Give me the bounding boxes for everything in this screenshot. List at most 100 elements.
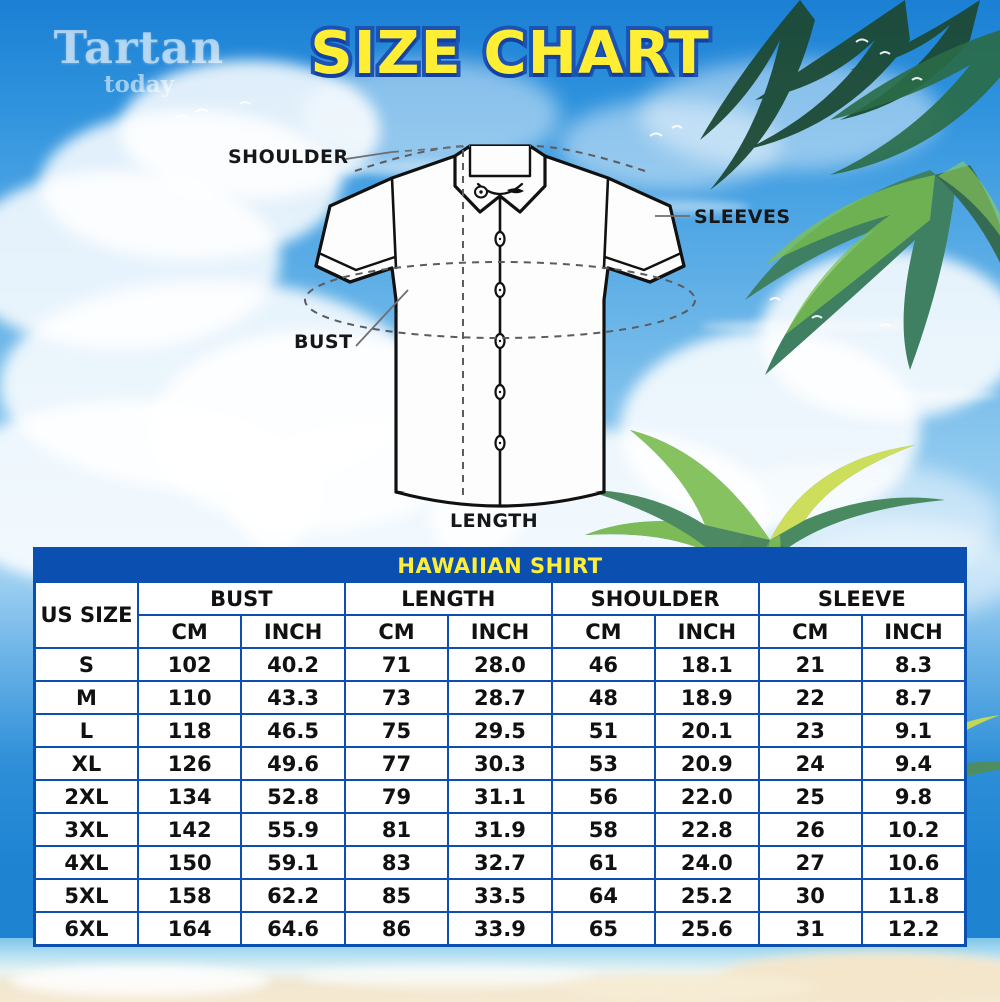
cell-shoulder_in: 25.6 (654, 911, 760, 947)
cell-size: L (33, 713, 139, 748)
cell-shoulder_cm: 48 (550, 680, 657, 715)
cell-shoulder_cm: 46 (550, 647, 657, 682)
cell-length_cm: 86 (343, 911, 450, 947)
sand (560, 974, 820, 1000)
cell-length_cm: 81 (343, 812, 450, 847)
unit-bust-cm: CM (136, 614, 243, 649)
cell-bust_cm: 118 (136, 713, 243, 748)
unit-shoulder-cm: CM (550, 614, 657, 649)
cell-bust_cm: 158 (136, 878, 243, 913)
cell-sleeve_in: 9.8 (861, 779, 967, 814)
cell-length_in: 28.7 (447, 680, 553, 715)
cell-length_in: 29.5 (447, 713, 553, 748)
table-row: 4XL 150 59.1 83 32.7 61 24.0 27 10.6 (33, 845, 967, 880)
cell-length_cm: 77 (343, 746, 450, 781)
col-header-us-size: US SIZE (33, 581, 139, 649)
cell-length_cm: 71 (343, 647, 450, 682)
unit-sleeve-inch: INCH (861, 614, 967, 649)
cell-shoulder_in: 25.2 (654, 878, 760, 913)
cell-bust_in: 64.6 (240, 911, 346, 947)
cell-length_in: 31.9 (447, 812, 553, 847)
cell-size: XL (33, 746, 139, 781)
cell-bust_cm: 110 (136, 680, 243, 715)
cell-size: M (33, 680, 139, 715)
cell-bust_in: 49.6 (240, 746, 346, 781)
cell-size: 4XL (33, 845, 139, 880)
table-row: 3XL 142 55.9 81 31.9 58 22.8 26 10.2 (33, 812, 967, 847)
cell-sleeve_in: 9.1 (861, 713, 967, 748)
cell-length_in: 30.3 (447, 746, 553, 781)
cell-shoulder_cm: 65 (550, 911, 657, 947)
cell-bust_in: 46.5 (240, 713, 346, 748)
cell-bust_in: 59.1 (240, 845, 346, 880)
cell-sleeve_cm: 25 (757, 779, 864, 814)
size-table-container: HAWAIIAN SHIRT US SIZE BUST LENGTH SHOUL… (33, 547, 967, 947)
cell-sleeve_cm: 31 (757, 911, 864, 947)
cell-length_cm: 79 (343, 779, 450, 814)
cell-size: S (33, 647, 139, 682)
cloud-wisp (820, 390, 1000, 400)
cell-sleeve_in: 12.2 (861, 911, 967, 947)
col-group-sleeve: SLEEVE (757, 581, 967, 616)
cell-sleeve_cm: 22 (757, 680, 864, 715)
cell-sleeve_cm: 24 (757, 746, 864, 781)
cell-shoulder_in: 18.9 (654, 680, 760, 715)
table-row: S 102 40.2 71 28.0 46 18.1 21 8.3 (33, 647, 967, 682)
cell-shoulder_in: 20.9 (654, 746, 760, 781)
col-group-shoulder: SHOULDER (550, 581, 760, 616)
cell-shoulder_cm: 61 (550, 845, 657, 880)
cell-sleeve_cm: 30 (757, 878, 864, 913)
cell-shoulder_cm: 64 (550, 878, 657, 913)
shirt-diagram (304, 144, 696, 508)
cell-length_in: 33.9 (447, 911, 553, 947)
table-group-header-row: US SIZE BUST LENGTH SHOULDER SLEEVE (33, 581, 967, 649)
cell-length_cm: 75 (343, 713, 450, 748)
table-banner-row: HAWAIIAN SHIRT (33, 547, 967, 583)
cell-shoulder_cm: 58 (550, 812, 657, 847)
cell-shoulder_in: 20.1 (654, 713, 760, 748)
cell-shoulder_in: 18.1 (654, 647, 760, 682)
cell-bust_in: 52.8 (240, 779, 346, 814)
cell-bust_in: 40.2 (240, 647, 346, 682)
cell-bust_in: 55.9 (240, 812, 346, 847)
table-row: XL 126 49.6 77 30.3 53 20.9 24 9.4 (33, 746, 967, 781)
cell-shoulder_cm: 51 (550, 713, 657, 748)
cell-length_cm: 73 (343, 680, 450, 715)
col-group-bust: BUST (136, 581, 346, 616)
unit-length-inch: INCH (447, 614, 553, 649)
sea-foam (10, 966, 270, 996)
table-body: S 102 40.2 71 28.0 46 18.1 21 8.3 M 110 43.3 73 28.7 4… (33, 647, 967, 947)
cell-sleeve_in: 11.8 (861, 878, 967, 913)
cell-size: 6XL (33, 911, 139, 947)
page-title: SIZE CHART (306, 14, 712, 91)
unit-shoulder-inch: INCH (654, 614, 760, 649)
cell-size: 5XL (33, 878, 139, 913)
size-chart-table: HAWAIIAN SHIRT US SIZE BUST LENGTH SHOUL… (33, 547, 967, 947)
table-row: L 118 46.5 75 29.5 51 20.1 23 9.1 (33, 713, 967, 748)
table-row: 6XL 164 64.6 86 33.9 65 25.6 31 12.2 (33, 911, 967, 947)
table-unit-header-row: CM INCH CM INCH CM INCH CM INCH (35, 614, 967, 649)
table-banner: HAWAIIAN SHIRT (33, 547, 967, 583)
cell-bust_in: 62.2 (240, 878, 346, 913)
cell-sleeve_in: 9.4 (861, 746, 967, 781)
unit-sleeve-cm: CM (757, 614, 864, 649)
cell-sleeve_in: 10.6 (861, 845, 967, 880)
cell-size: 3XL (33, 812, 139, 847)
cell-shoulder_in: 24.0 (654, 845, 760, 880)
cell-bust_cm: 134 (136, 779, 243, 814)
cell-length_in: 32.7 (447, 845, 553, 880)
unit-bust-inch: INCH (240, 614, 346, 649)
cell-length_in: 31.1 (447, 779, 553, 814)
cell-length_cm: 83 (343, 845, 450, 880)
sea-foam (300, 966, 600, 988)
cell-sleeve_cm: 26 (757, 812, 864, 847)
cell-bust_cm: 102 (136, 647, 243, 682)
cell-length_in: 28.0 (447, 647, 553, 682)
col-group-length: LENGTH (343, 581, 553, 616)
cell-sleeve_in: 8.7 (861, 680, 967, 715)
table-row: 2XL 134 52.8 79 31.1 56 22.0 25 9.8 (33, 779, 967, 814)
unit-length-cm: CM (343, 614, 450, 649)
cell-shoulder_cm: 53 (550, 746, 657, 781)
cell-sleeve_cm: 27 (757, 845, 864, 880)
cell-length_in: 33.5 (447, 878, 553, 913)
